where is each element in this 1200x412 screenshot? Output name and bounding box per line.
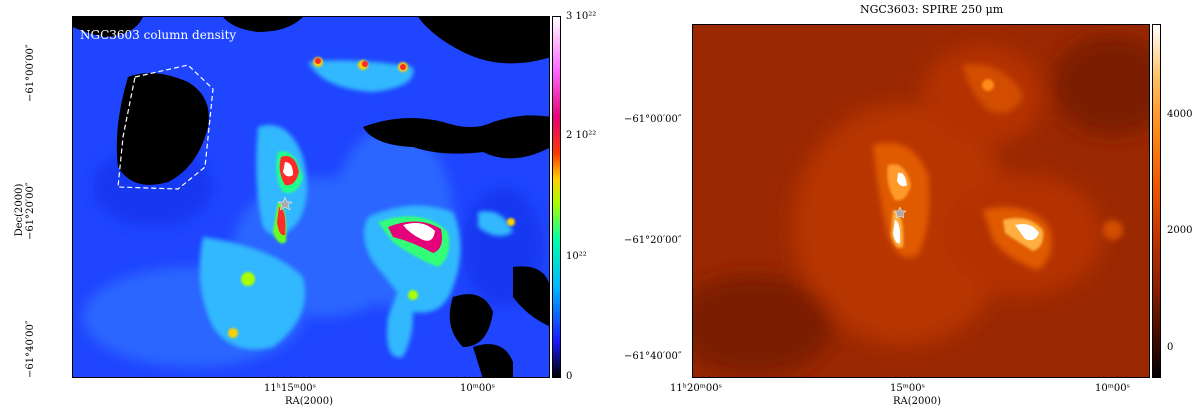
left-colorbar-label-2e22: 2 10²² xyxy=(566,130,597,141)
column-density-map xyxy=(72,16,550,378)
right-ra-tick-0: 11ʰ20ᵐ00ˢ xyxy=(670,383,723,394)
spire-250-map xyxy=(692,24,1150,378)
dashed-region-outline xyxy=(117,64,214,190)
left-colorbar-label-0: 0 xyxy=(566,371,573,382)
left-dec-tick-0: −61°00′00″ xyxy=(25,44,36,102)
right-dec-tick-2: −61°40′00″ xyxy=(624,351,682,362)
right-panel-title: NGC3603: SPIRE 250 μm xyxy=(860,3,1004,16)
right-x-axis-label: RA(2000) xyxy=(893,396,942,407)
right-ra-tick-1: 15ᵐ00ˢ xyxy=(890,383,925,394)
right-ra-tick-2: 10ᵐ00ˢ xyxy=(1095,383,1130,394)
left-y-axis-label: Dec(2000) xyxy=(14,183,25,237)
left-dec-tick-2: −61°40′00″ xyxy=(25,320,36,378)
right-colorbar-label-4000: 4000 xyxy=(1167,109,1193,120)
left-dec-tick-1: −61°20′00″ xyxy=(25,182,36,240)
star-marker xyxy=(277,196,293,211)
right-dec-tick-1: −61°20′00″ xyxy=(624,235,682,246)
right-colorbar xyxy=(1152,24,1161,378)
right-colorbar-label-0: 0 xyxy=(1167,342,1174,353)
left-x-axis-label: RA(2000) xyxy=(285,396,334,407)
right-dec-tick-0: −61°00′00″ xyxy=(624,114,682,125)
left-ra-tick-1: 10ᵐ00ˢ xyxy=(460,383,495,394)
left-colorbar xyxy=(552,16,561,378)
left-panel-title: NGC3603 column density xyxy=(80,28,237,42)
right-colorbar-label-2000: 2000 xyxy=(1167,225,1193,236)
left-colorbar-label-1e22: 10²² xyxy=(566,251,587,262)
star-marker-right xyxy=(893,206,907,219)
left-colorbar-label-3e22: 3 10²² xyxy=(566,11,597,22)
left-ra-tick-0: 11ʰ15ᵐ00ˢ xyxy=(264,383,317,394)
